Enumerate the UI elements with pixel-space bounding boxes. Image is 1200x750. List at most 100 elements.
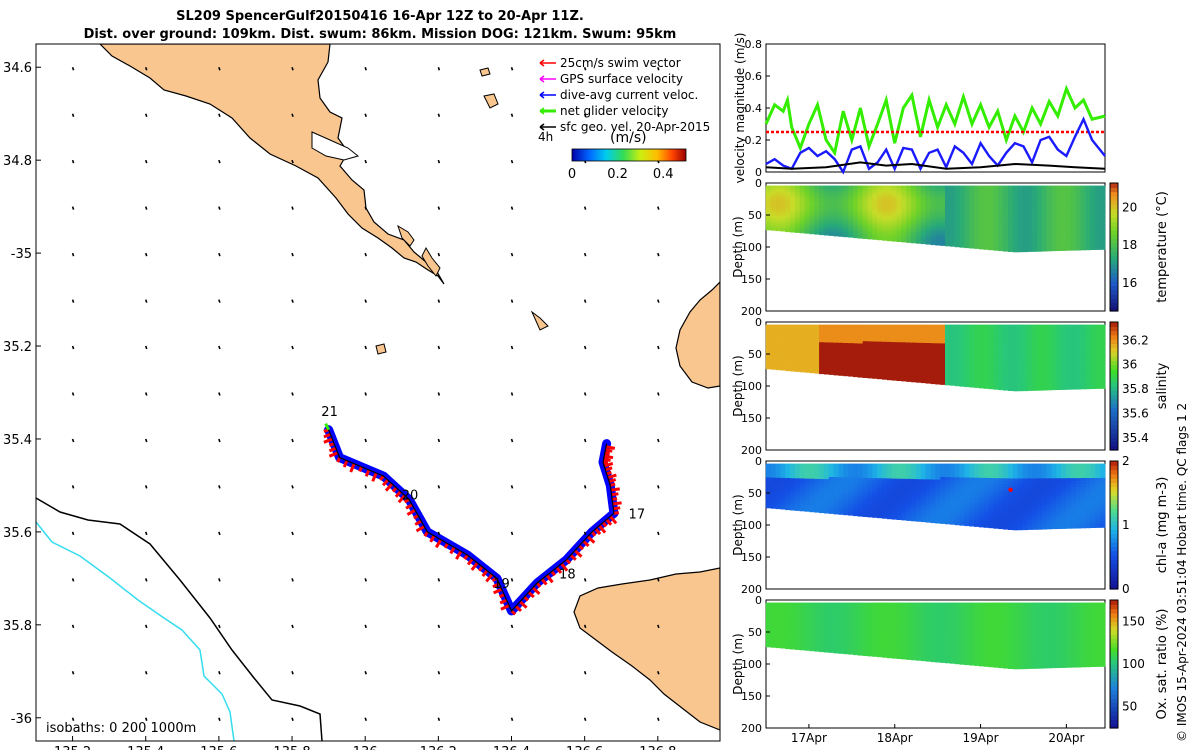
section-cell [988, 353, 994, 358]
section-cell [799, 504, 806, 508]
section-cell [896, 349, 902, 354]
section-cell [838, 192, 844, 196]
section-cell [1056, 342, 1062, 346]
section-cell [857, 334, 864, 338]
section-cell [978, 472, 985, 476]
section-cell [993, 353, 999, 358]
section-cell [838, 488, 844, 492]
section-cell [1080, 376, 1086, 381]
section-cell [886, 356, 893, 361]
section-cell [828, 196, 835, 200]
section-cell [954, 360, 961, 365]
section-cell [886, 466, 893, 470]
section-cell [838, 370, 844, 374]
sfc-geo-arrow [218, 252, 221, 257]
section-cell [901, 501, 907, 506]
section-cell [1017, 366, 1023, 371]
section-cell [1017, 233, 1023, 238]
section-cell [998, 238, 1004, 243]
section-cell [1032, 218, 1038, 223]
section-cell [1056, 217, 1062, 222]
section-cell [896, 481, 902, 485]
section-cell [823, 232, 830, 236]
section-cell [1085, 237, 1091, 242]
section-cell [1003, 386, 1009, 391]
section-cell [930, 479, 936, 484]
section-cell [823, 503, 830, 507]
section-cell [819, 187, 825, 191]
section-cell [1003, 360, 1009, 364]
section-cell [799, 226, 806, 230]
section-cell [882, 237, 888, 241]
section-cell [1080, 246, 1086, 251]
section-cell [930, 214, 936, 219]
section-cell [838, 197, 844, 201]
section-cell [765, 221, 772, 225]
section-cell [1085, 205, 1091, 210]
section-cell [843, 356, 849, 361]
section-cell [1022, 499, 1028, 504]
section-cell [906, 489, 912, 493]
section-cell [799, 497, 806, 501]
section-cell [857, 364, 864, 369]
section-cell [925, 358, 931, 363]
section-cell [1003, 484, 1009, 489]
section-cell [785, 216, 791, 220]
section-cell [819, 468, 825, 472]
sfc-geo-arrow [583, 345, 587, 350]
section-cell [799, 356, 806, 360]
section-colorbar-tick: 36 [1122, 358, 1137, 372]
section-cell [872, 490, 878, 494]
section-cell [915, 234, 922, 239]
section-cell [1075, 330, 1082, 335]
section-cell [877, 234, 883, 238]
section-cell [1100, 336, 1106, 340]
section-cell [993, 191, 999, 196]
section-cell [765, 346, 772, 350]
section-cell [823, 201, 830, 205]
section-cell [785, 463, 791, 467]
section-cell [1070, 513, 1077, 517]
section-cell [964, 219, 970, 223]
section-colorbar-cell [1110, 394, 1118, 400]
section-cell [911, 229, 917, 233]
velocity-ytick-label: 0.6 [745, 70, 763, 83]
section-cell [833, 233, 839, 237]
section-cell [896, 213, 902, 217]
section-cell [1003, 244, 1009, 249]
section-cell [886, 230, 893, 234]
section-cell [1070, 214, 1077, 219]
section-cell [853, 503, 859, 507]
section-cell [940, 220, 946, 225]
section-cell [964, 480, 970, 485]
section-cell [1051, 200, 1057, 205]
section-cell [872, 188, 878, 192]
section-cell [1056, 478, 1062, 483]
section-cell [949, 341, 956, 345]
section-cell [1061, 371, 1067, 376]
section-cell [978, 194, 985, 198]
section-cell [1080, 466, 1086, 471]
section-cell [1085, 373, 1091, 378]
section-cell [1085, 365, 1091, 369]
section-cell [828, 474, 835, 478]
section-cell [949, 191, 956, 195]
section-cell [993, 226, 999, 231]
section-cell [978, 520, 985, 525]
section-cell [775, 485, 781, 489]
section-cell [819, 331, 825, 335]
section-cell [964, 335, 970, 340]
section-cell [1022, 369, 1028, 374]
section-cell [1041, 469, 1048, 474]
track-swim-vector [498, 593, 505, 599]
section-cell [920, 190, 927, 195]
section-cell [1085, 223, 1091, 227]
section-cell [1003, 194, 1009, 199]
section-cell [930, 375, 936, 379]
section-cell [998, 368, 1004, 373]
section-cell [940, 193, 946, 198]
section-cell [838, 365, 844, 369]
section-cell [1046, 386, 1053, 391]
section-cell [1041, 478, 1048, 483]
section-cell [988, 231, 994, 236]
